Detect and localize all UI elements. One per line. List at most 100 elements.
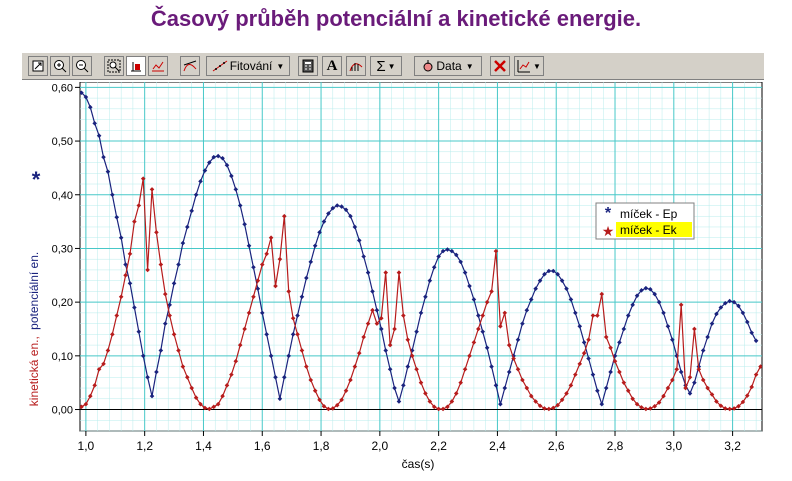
data-point-ep[interactable] xyxy=(392,385,397,391)
data-point-ek[interactable] xyxy=(282,213,287,219)
data-point-ep[interactable] xyxy=(590,372,596,377)
data-point-ek[interactable] xyxy=(312,388,318,394)
data-point-ep[interactable] xyxy=(110,192,115,198)
data-point-ek[interactable] xyxy=(489,289,494,294)
data-point-ek[interactable] xyxy=(352,364,358,369)
data-point-ek[interactable] xyxy=(577,361,583,367)
data-point-ep[interactable] xyxy=(308,259,314,265)
data-point-ek[interactable] xyxy=(652,404,658,409)
data-point-ep[interactable] xyxy=(740,310,746,316)
data-point-ep[interactable] xyxy=(749,330,755,336)
data-point-ep[interactable] xyxy=(383,348,389,353)
data-point-ek[interactable] xyxy=(330,406,336,411)
data-point-ep[interactable] xyxy=(709,321,715,326)
data-point-ek[interactable] xyxy=(687,375,693,380)
data-point-ek[interactable] xyxy=(714,399,719,404)
data-point-ek[interactable] xyxy=(184,375,190,380)
data-point-ep[interactable] xyxy=(365,270,371,275)
data-point-ep[interactable] xyxy=(273,375,278,380)
data-point-ek[interactable] xyxy=(255,278,261,283)
data-point-ek[interactable] xyxy=(683,385,688,391)
data-point-ek[interactable] xyxy=(123,272,128,278)
data-point-ep[interactable] xyxy=(251,264,256,270)
data-point-ek[interactable] xyxy=(661,393,666,399)
data-point-ep[interactable] xyxy=(396,399,402,404)
data-point-ep[interactable] xyxy=(171,281,177,286)
data-point-ek[interactable] xyxy=(396,270,402,275)
data-point-ep[interactable] xyxy=(158,348,164,353)
data-point-ep[interactable] xyxy=(476,313,481,318)
data-point-ek[interactable] xyxy=(511,356,516,361)
data-point-ep[interactable] xyxy=(246,243,252,249)
data-point-ep[interactable] xyxy=(453,252,459,258)
data-point-ep[interactable] xyxy=(608,369,613,375)
data-point-ek[interactable] xyxy=(520,377,525,383)
data-point-ep[interactable] xyxy=(374,307,380,313)
data-point-ep[interactable] xyxy=(317,230,322,235)
data-point-ep[interactable] xyxy=(114,215,120,220)
data-point-ek[interactable] xyxy=(176,348,181,353)
data-point-ek[interactable] xyxy=(326,406,331,412)
data-point-ek[interactable] xyxy=(537,403,543,409)
data-point-ek[interactable] xyxy=(290,315,296,321)
data-point-ep[interactable] xyxy=(647,286,653,292)
data-point-ep[interactable] xyxy=(714,311,719,317)
data-point-ep[interactable] xyxy=(528,297,534,302)
data-point-ep[interactable] xyxy=(652,291,658,297)
data-point-ek[interactable] xyxy=(339,397,344,403)
data-point-ek[interactable] xyxy=(498,324,503,329)
zoom-out-button[interactable] xyxy=(72,56,92,76)
data-point-ep[interactable] xyxy=(379,326,384,332)
data-point-ek[interactable] xyxy=(317,397,322,403)
data-point-ep[interactable] xyxy=(79,90,84,96)
data-point-ep[interactable] xyxy=(524,307,530,313)
data-point-ep[interactable] xyxy=(722,300,728,306)
data-point-ep[interactable] xyxy=(736,303,741,309)
data-point-ek[interactable] xyxy=(365,321,371,326)
data-point-ek[interactable] xyxy=(581,350,587,356)
data-point-ep[interactable] xyxy=(700,348,706,353)
data-point-ek[interactable] xyxy=(449,399,455,404)
data-point-ep[interactable] xyxy=(176,262,181,267)
data-point-ek[interactable] xyxy=(599,291,605,297)
data-point-ek[interactable] xyxy=(493,248,499,254)
data-point-ek[interactable] xyxy=(334,402,340,408)
data-point-ek[interactable] xyxy=(440,406,446,412)
data-point-ek[interactable] xyxy=(709,392,715,397)
data-point-ek[interactable] xyxy=(145,267,150,273)
data-point-ek[interactable] xyxy=(612,358,618,364)
data-point-ek[interactable] xyxy=(242,326,247,332)
data-point-ek[interactable] xyxy=(621,380,627,385)
data-point-ek[interactable] xyxy=(180,364,186,369)
data-point-ep[interactable] xyxy=(586,356,591,361)
data-point-ek[interactable] xyxy=(140,176,146,181)
data-point-ek[interactable] xyxy=(476,326,481,332)
data-point-ep[interactable] xyxy=(189,208,195,214)
data-point-ek[interactable] xyxy=(268,235,274,241)
data-point-ep[interactable] xyxy=(515,337,521,343)
data-point-ep[interactable] xyxy=(259,310,265,316)
data-point-ek[interactable] xyxy=(308,377,314,383)
data-point-ep[interactable] xyxy=(198,179,203,184)
data-point-ek[interactable] xyxy=(229,372,234,377)
data-point-ep[interactable] xyxy=(352,224,358,230)
data-point-ek[interactable] xyxy=(678,302,684,308)
data-point-ep[interactable] xyxy=(630,302,635,308)
data-point-ep[interactable] xyxy=(193,192,199,198)
data-point-ek[interactable] xyxy=(286,289,292,294)
data-point-ep[interactable] xyxy=(431,264,437,270)
zoom-in-button[interactable] xyxy=(50,56,70,76)
data-point-ep[interactable] xyxy=(550,268,556,274)
data-point-ek[interactable] xyxy=(127,251,133,257)
data-point-ep[interactable] xyxy=(639,288,644,293)
data-point-ek[interactable] xyxy=(246,310,252,316)
data-point-ek[interactable] xyxy=(692,326,697,332)
data-point-ek[interactable] xyxy=(149,187,155,192)
data-point-ep[interactable] xyxy=(559,278,565,283)
data-point-ep[interactable] xyxy=(727,298,732,304)
data-point-ep[interactable] xyxy=(634,293,640,298)
data-point-ep[interactable] xyxy=(418,310,424,316)
autoscale-button[interactable] xyxy=(28,56,48,76)
data-point-ep[interactable] xyxy=(436,254,441,259)
data-point-ep[interactable] xyxy=(290,332,296,337)
